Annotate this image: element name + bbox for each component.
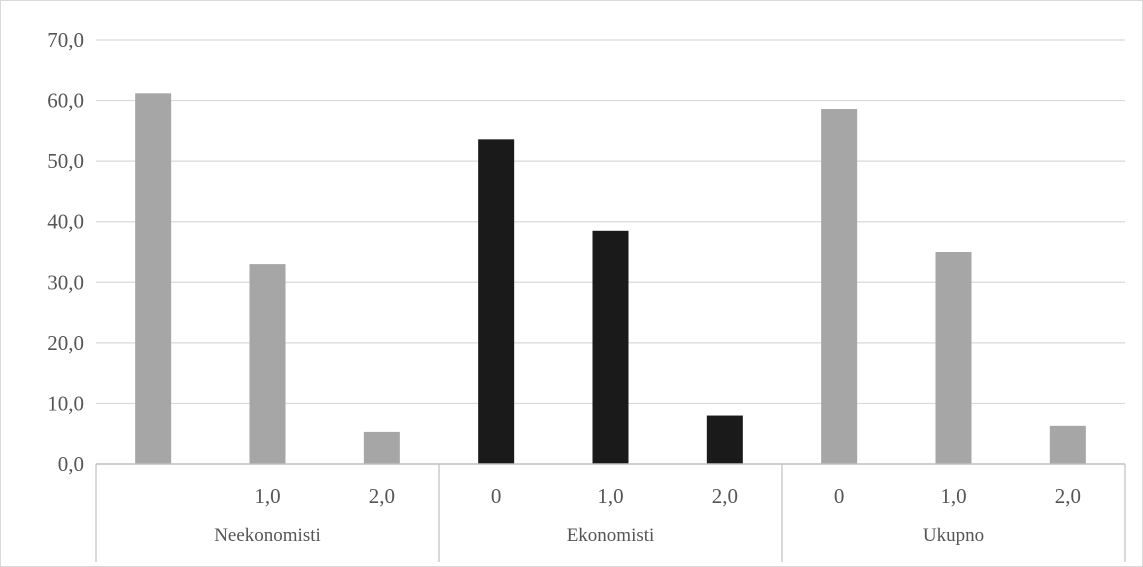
bar bbox=[478, 139, 515, 464]
bar bbox=[706, 415, 743, 464]
y-tick-label: 50,0 bbox=[47, 149, 84, 173]
bar bbox=[135, 93, 172, 464]
y-tick-label: 30,0 bbox=[47, 270, 84, 294]
group-label: Neekonomisti bbox=[214, 525, 321, 546]
x-axis bbox=[95, 463, 1126, 562]
y-tick-label: 20,0 bbox=[47, 331, 84, 355]
bar bbox=[821, 109, 858, 465]
x-tick-label: 2,0 bbox=[712, 484, 738, 508]
x-tick-label: 0 bbox=[834, 484, 845, 508]
bar bbox=[935, 252, 972, 464]
x-tick-label: 1,0 bbox=[254, 484, 280, 508]
x-tick-label: 2,0 bbox=[369, 484, 395, 508]
bar bbox=[1049, 425, 1086, 464]
y-tick-label: 70,0 bbox=[47, 28, 84, 52]
y-axis-ticks: 0,0 10,0 20,0 30,0 40,0 50,0 60,0 70,0 bbox=[47, 28, 84, 476]
y-tick-label: 60,0 bbox=[47, 89, 84, 113]
x-tick-label: 0 bbox=[491, 484, 502, 508]
group-label: Ekonomisti bbox=[567, 525, 655, 546]
group-label: Ukupno bbox=[923, 525, 984, 546]
bar bbox=[592, 230, 629, 464]
x-tick-label: 1,0 bbox=[597, 484, 623, 508]
x-axis-labels: 1,0 2,0 Neekonomisti 0 1,0 2,0 Ekonomisti 0 1,0 2… bbox=[214, 484, 1081, 546]
bars bbox=[135, 93, 1086, 465]
bar bbox=[249, 264, 286, 464]
y-tick-label: 10,0 bbox=[47, 391, 84, 415]
x-tick-label: 1,0 bbox=[940, 484, 966, 508]
x-tick-label: 2,0 bbox=[1055, 484, 1081, 508]
y-tick-label: 0,0 bbox=[58, 452, 84, 476]
y-tick-label: 40,0 bbox=[47, 210, 84, 234]
bar bbox=[363, 431, 400, 464]
